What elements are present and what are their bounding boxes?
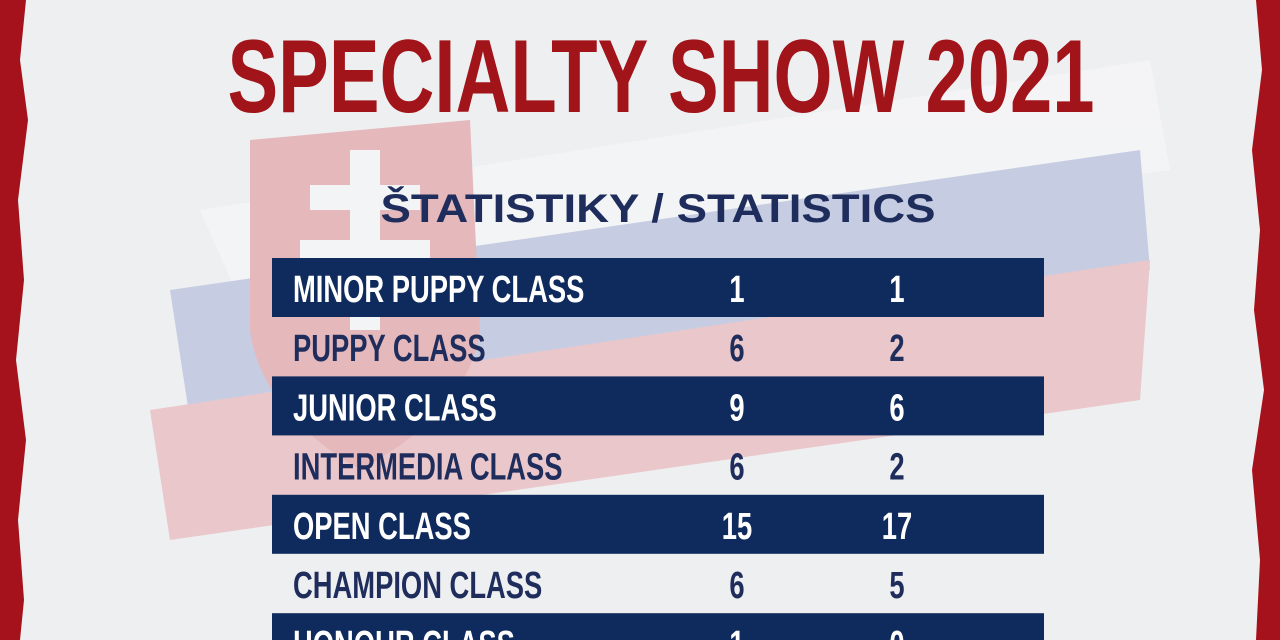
class-name: CHAMPION CLASS	[293, 565, 542, 607]
count: 9	[729, 387, 744, 429]
class-name: INTERMEDIA CLASS	[293, 446, 563, 488]
table-row: OPEN CLASS 15 17	[272, 494, 1044, 554]
row-band	[272, 613, 1044, 640]
class-name: OPEN CLASS	[293, 506, 471, 548]
left-border	[0, 0, 28, 640]
class-name: JUNIOR CLASS	[293, 387, 497, 429]
row-band	[272, 376, 1044, 436]
subtitle: ŠTATISTIKY / STATISTICS	[381, 185, 936, 231]
class-name: HONOUR CLASS	[293, 624, 515, 640]
title: SPECIALTY SHOW 2021	[228, 19, 1095, 135]
table-row: HONOUR CLASS 1 0	[272, 613, 1044, 640]
count: 0	[889, 624, 904, 640]
class-name: PUPPY CLASS	[293, 328, 486, 370]
class-name: MINOR PUPPY CLASS	[293, 269, 584, 311]
count: 2	[889, 446, 904, 488]
count: 6	[889, 387, 904, 429]
count: 6	[729, 565, 744, 607]
row-band	[272, 494, 1044, 554]
stats-table: MINOR PUPPY CLASS 1 1 PUPPY CLASS 6 2 JUNIOR C…	[272, 258, 1044, 640]
count: 6	[729, 446, 744, 488]
table-row: JUNIOR CLASS 9 6	[272, 376, 1044, 436]
table-row: INTERMEDIA CLASS 6 2	[293, 446, 905, 488]
count: 6	[729, 328, 744, 370]
count: 1	[889, 269, 904, 311]
count: 5	[889, 565, 904, 607]
right-border	[1252, 0, 1280, 640]
table-row: CHAMPION CLASS 6 5	[293, 565, 905, 607]
table-row: MINOR PUPPY CLASS 1 1	[272, 258, 1044, 317]
count: 2	[889, 328, 904, 370]
count: 17	[882, 506, 912, 548]
row-band	[272, 258, 1044, 317]
count: 15	[722, 506, 752, 548]
count: 1	[729, 269, 744, 311]
count: 1	[729, 624, 744, 640]
table-row: PUPPY CLASS 6 2	[293, 328, 905, 370]
